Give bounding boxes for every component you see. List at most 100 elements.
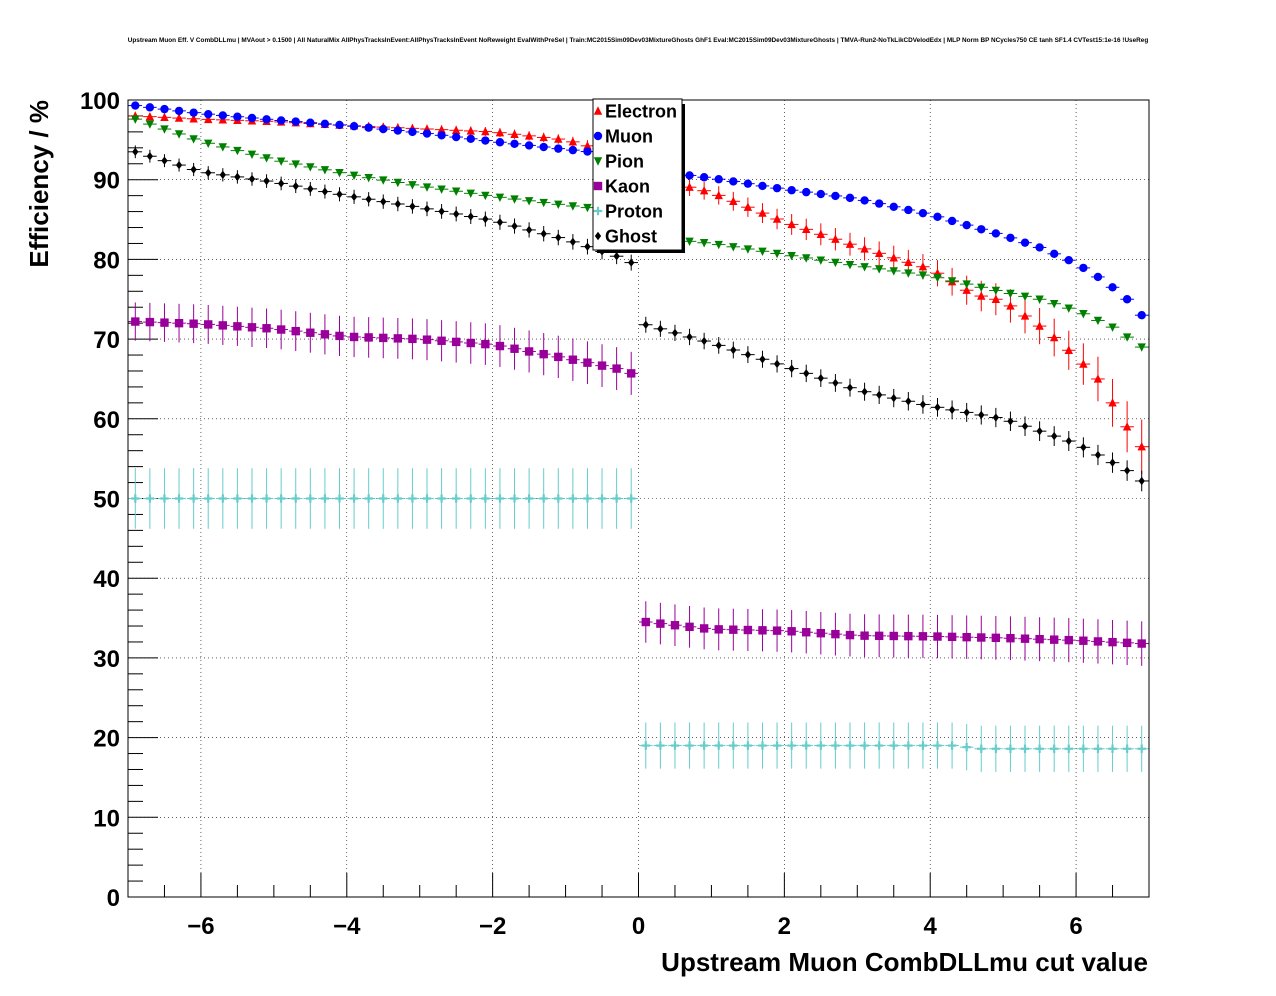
data-marker xyxy=(218,111,228,120)
data-marker xyxy=(831,234,840,243)
data-marker xyxy=(364,494,373,503)
data-marker xyxy=(729,741,738,750)
data-point xyxy=(653,320,668,337)
data-point xyxy=(901,614,916,658)
data-point xyxy=(989,286,1003,296)
data-marker xyxy=(978,410,985,420)
y-tick-label: 40 xyxy=(93,566,120,593)
data-marker xyxy=(831,191,840,201)
data-point xyxy=(230,468,245,529)
data-point xyxy=(391,126,405,135)
data-marker xyxy=(524,494,534,503)
data-point xyxy=(1120,333,1134,342)
y-tick-label: 20 xyxy=(93,726,120,753)
data-marker xyxy=(306,118,315,127)
data-marker xyxy=(1006,233,1015,243)
legend-entry-kaon: Kaon xyxy=(593,177,650,197)
legend-entry-electron: Electron xyxy=(593,102,677,122)
data-marker xyxy=(802,224,811,234)
data-marker xyxy=(947,216,957,226)
data-marker xyxy=(568,202,578,211)
data-point xyxy=(463,209,478,224)
data-point xyxy=(653,722,668,769)
data-point xyxy=(288,179,303,194)
data-marker xyxy=(641,741,650,750)
data-marker xyxy=(583,494,592,503)
data-marker xyxy=(510,195,519,204)
data-marker xyxy=(349,494,359,503)
data-point xyxy=(814,223,828,246)
legend-shadow-bottom xyxy=(597,250,685,253)
data-marker xyxy=(729,177,738,186)
data-point xyxy=(536,333,551,376)
data-marker xyxy=(845,193,855,203)
data-marker xyxy=(495,193,505,203)
data-marker xyxy=(554,134,563,143)
data-point xyxy=(1047,300,1061,309)
data-point xyxy=(493,193,507,203)
data-marker xyxy=(364,174,373,183)
data-marker xyxy=(874,199,884,208)
data-marker xyxy=(1020,744,1030,753)
data-marker xyxy=(175,160,183,170)
data-point xyxy=(1032,725,1047,772)
data-marker xyxy=(730,345,737,355)
data-point xyxy=(1076,263,1091,273)
data-marker xyxy=(802,254,811,263)
y-tick-label: 0 xyxy=(107,885,120,912)
axis-ticks xyxy=(127,99,1150,898)
data-marker xyxy=(876,390,883,400)
data-point xyxy=(361,317,376,358)
data-marker xyxy=(495,341,505,351)
data-point xyxy=(216,468,230,529)
data-point xyxy=(799,254,814,263)
data-marker xyxy=(758,208,767,217)
data-marker xyxy=(700,336,708,346)
data-marker xyxy=(539,142,548,152)
data-marker xyxy=(963,408,970,417)
data-point xyxy=(1076,618,1091,663)
data-marker xyxy=(816,628,826,638)
data-point xyxy=(828,191,843,201)
x-tick-label: 0 xyxy=(632,913,645,940)
data-point xyxy=(318,314,332,355)
data-marker xyxy=(685,182,694,191)
data-marker xyxy=(845,741,855,750)
data-marker xyxy=(758,181,767,191)
data-point xyxy=(230,170,245,184)
data-marker xyxy=(787,252,796,261)
data-point xyxy=(1061,255,1076,265)
data-point xyxy=(1120,725,1134,772)
data-point xyxy=(770,355,784,373)
data-marker xyxy=(554,494,563,503)
data-marker xyxy=(627,369,636,378)
data-marker xyxy=(451,337,461,347)
data-marker xyxy=(568,137,578,146)
data-point xyxy=(930,397,945,417)
data-point xyxy=(1134,419,1149,474)
data-marker xyxy=(1079,636,1088,645)
data-marker xyxy=(1064,635,1073,645)
data-point xyxy=(507,218,522,234)
data-marker xyxy=(335,168,344,178)
data-point xyxy=(478,136,493,145)
data-point xyxy=(376,124,391,134)
data-point xyxy=(1003,616,1018,661)
data-marker xyxy=(189,494,198,503)
data-point xyxy=(303,312,318,353)
data-point xyxy=(580,468,595,529)
data-point xyxy=(478,323,493,365)
data-point xyxy=(347,189,361,204)
data-marker xyxy=(554,144,563,153)
data-marker xyxy=(1051,431,1058,441)
data-marker xyxy=(905,397,912,406)
data-point xyxy=(507,195,522,204)
data-marker xyxy=(1035,295,1044,304)
data-marker xyxy=(174,106,184,116)
data-marker xyxy=(889,253,898,262)
data-marker xyxy=(438,207,445,216)
data-point xyxy=(989,725,1003,772)
data-marker xyxy=(292,181,299,191)
data-point xyxy=(697,239,711,248)
data-point xyxy=(886,388,901,408)
